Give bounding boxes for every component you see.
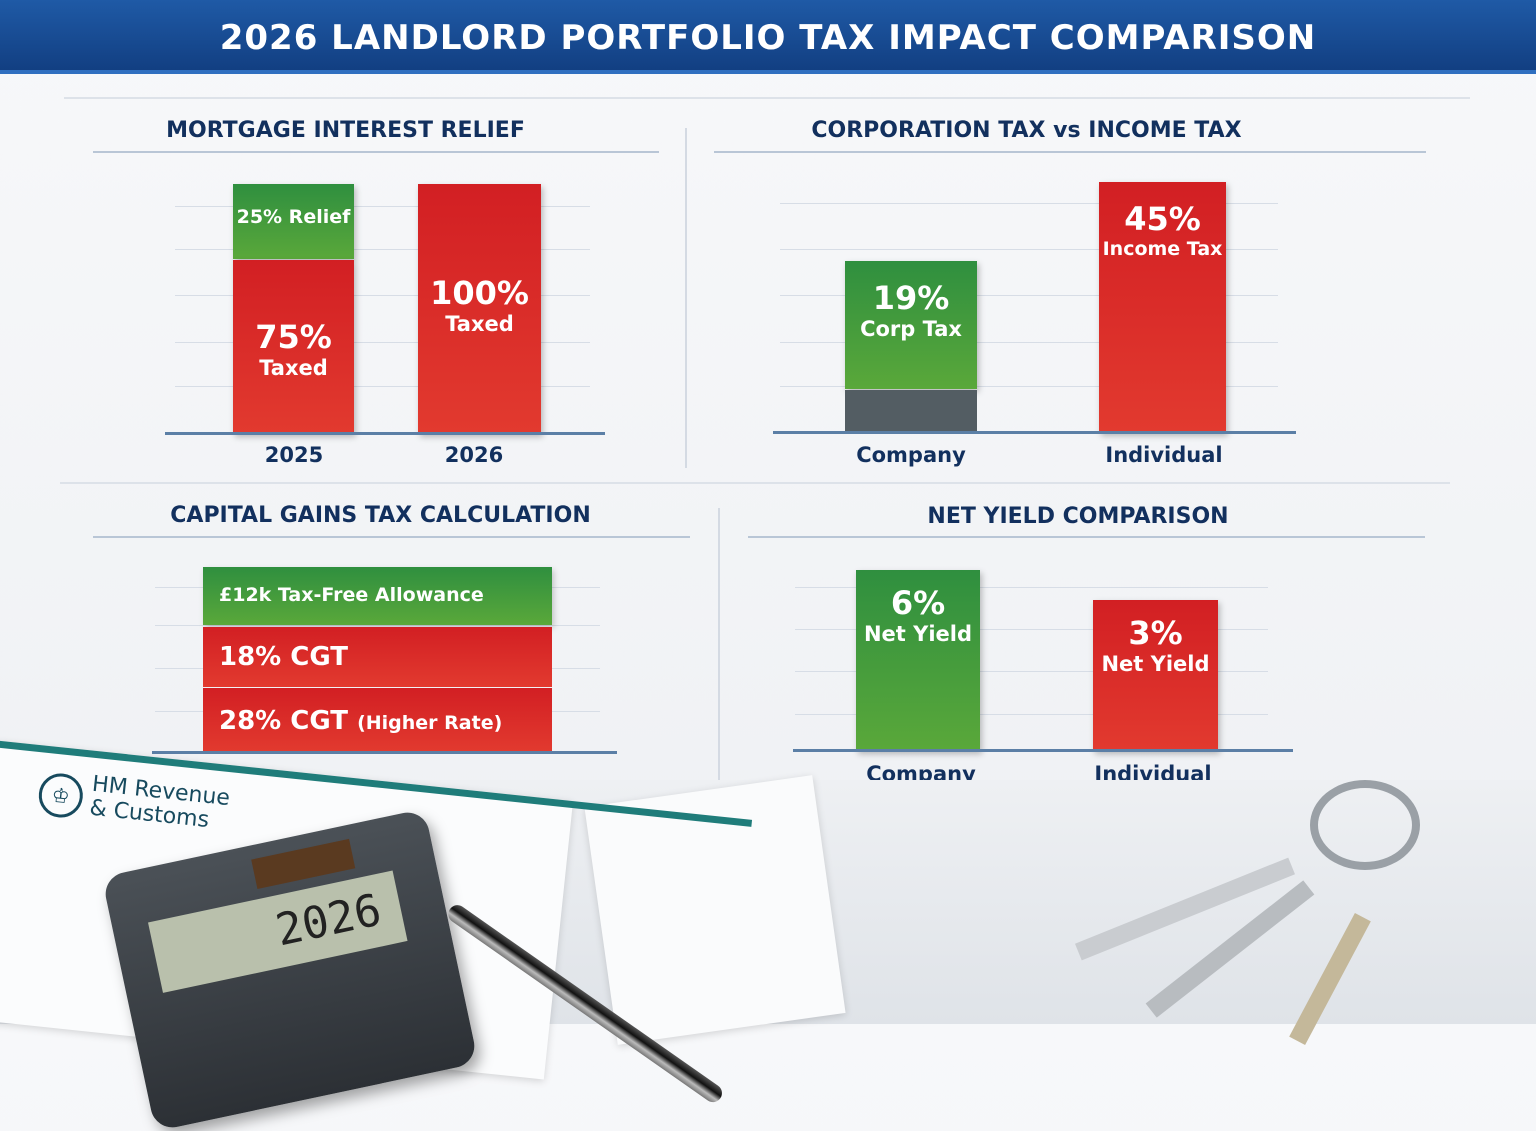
bar-label: Taxed — [259, 356, 328, 380]
calculator-display: 2026 — [148, 870, 408, 993]
key — [1075, 857, 1295, 961]
chart-title: CAPITAL GAINS TAX CALCULATION — [170, 503, 591, 528]
bar-label: Net Yield — [1101, 652, 1210, 676]
gridline — [175, 249, 590, 250]
bar-label: Taxed — [445, 312, 514, 336]
gridline — [175, 295, 590, 296]
crown-logo-icon: ♔ — [36, 771, 86, 820]
bar-individual: 3% Net Yield — [1093, 600, 1218, 751]
bar-value: 100% — [430, 274, 529, 312]
row-value: 18% — [219, 642, 282, 672]
row-note: (Higher Rate) — [357, 712, 503, 734]
row-18-cgt: 18% CGT — [203, 627, 552, 687]
x-axis — [152, 751, 617, 754]
bar-value: 6% — [890, 584, 946, 622]
gridline — [175, 386, 590, 387]
x-axis — [793, 749, 1293, 752]
bar-2025-relief: 25% Relief — [233, 184, 354, 259]
bar-value: 19% — [872, 279, 950, 317]
keys — [1070, 780, 1440, 1046]
bar-label: Net Yield — [863, 622, 973, 646]
x-axis — [165, 432, 605, 435]
x-tick-label: 2025 — [264, 443, 324, 467]
row-value: 28% — [219, 706, 282, 736]
chart-title: NET YIELD COMPARISON — [927, 504, 1229, 529]
gridline — [795, 671, 1268, 672]
x-tick-label: Individual — [1105, 443, 1223, 467]
gridline — [780, 249, 1278, 250]
title-rule — [714, 151, 1426, 153]
gridline — [780, 203, 1278, 204]
bar-company: 6% Net Yield — [856, 570, 980, 751]
key — [1289, 912, 1371, 1046]
bar-individual: 45% Income Tax — [1099, 182, 1226, 433]
gridline — [795, 629, 1268, 630]
row-label: CGT — [290, 706, 348, 736]
chart-title: CORPORATION TAX vs INCOME TAX — [811, 118, 1242, 143]
bar-company-base — [845, 390, 977, 433]
gridline — [780, 295, 1278, 296]
title-rule — [93, 151, 659, 153]
row-28-cgt: 28% CGT (Higher Rate) — [203, 688, 552, 752]
gridline — [795, 714, 1268, 715]
bar-label: Corp Tax — [860, 317, 962, 341]
divider — [718, 508, 720, 780]
gridline — [795, 587, 1268, 588]
bar-2026-taxed: 100% Taxed — [418, 184, 541, 434]
title-rule — [93, 536, 690, 538]
title-rule — [748, 536, 1425, 538]
row-label: CGT — [290, 642, 348, 672]
x-tick-label: Company — [856, 443, 966, 467]
gridline — [175, 206, 590, 207]
gridline — [175, 342, 590, 343]
gridline — [780, 342, 1278, 343]
bar-value: 3% — [1128, 614, 1183, 652]
divider — [685, 128, 687, 468]
gridline — [155, 625, 600, 626]
title-banner: 2026 LANDLORD PORTFOLIO TAX IMPACT COMPA… — [0, 0, 1536, 74]
hmrc-logo-text: HM Revenue & Customs — [88, 772, 231, 835]
chart-title: MORTGAGE INTEREST RELIEF — [166, 118, 525, 143]
bar-label: Income Tax — [1102, 238, 1223, 260]
x-tick-label: 2026 — [444, 443, 504, 467]
gridline — [780, 386, 1278, 387]
x-axis — [773, 431, 1296, 434]
bar-value: 75% — [255, 318, 332, 356]
bar-company: 19% Corp Tax — [845, 261, 977, 389]
divider — [60, 482, 1450, 484]
page-title: 2026 LANDLORD PORTFOLIO TAX IMPACT COMPA… — [219, 18, 1317, 58]
divider — [64, 97, 1470, 99]
row-tax-free-allowance: £12k Tax-Free Allowance — [203, 567, 552, 625]
key-ring — [1310, 780, 1420, 870]
bar-2025-taxed: 75% Taxed — [233, 260, 354, 434]
bar-value: 45% — [1124, 200, 1201, 238]
